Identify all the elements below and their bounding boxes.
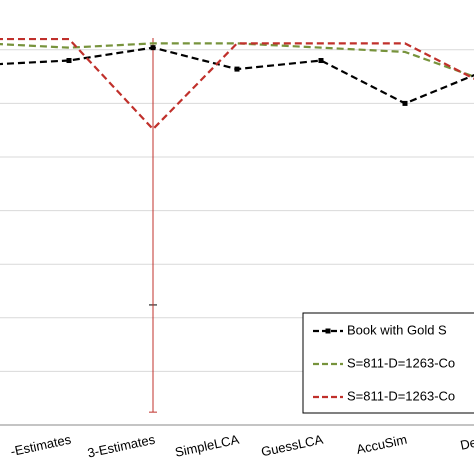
legend-label: S=811-D=1263-Co bbox=[347, 355, 455, 370]
x-tick-label: 3-Estimates bbox=[86, 432, 157, 461]
legend-label: S=811-D=1263-Co bbox=[347, 388, 455, 403]
point bbox=[234, 66, 240, 72]
series-line bbox=[0, 46, 474, 105]
series-line bbox=[0, 42, 474, 78]
x-tick-label: Depe bbox=[459, 432, 474, 453]
plot-area bbox=[0, 38, 474, 413]
point bbox=[150, 45, 156, 51]
point bbox=[318, 58, 324, 64]
legend-marker bbox=[325, 328, 331, 334]
legend-label: Book with Gold S bbox=[347, 322, 447, 337]
x-tick-label: AccuSim bbox=[355, 432, 408, 457]
x-tick-label: SimpleLCA bbox=[174, 432, 241, 460]
point bbox=[402, 100, 408, 106]
x-tick-label: GuessLCA bbox=[260, 432, 325, 460]
point bbox=[66, 58, 72, 64]
series-line bbox=[0, 38, 474, 131]
x-tick-label: -Estimates bbox=[9, 432, 73, 460]
